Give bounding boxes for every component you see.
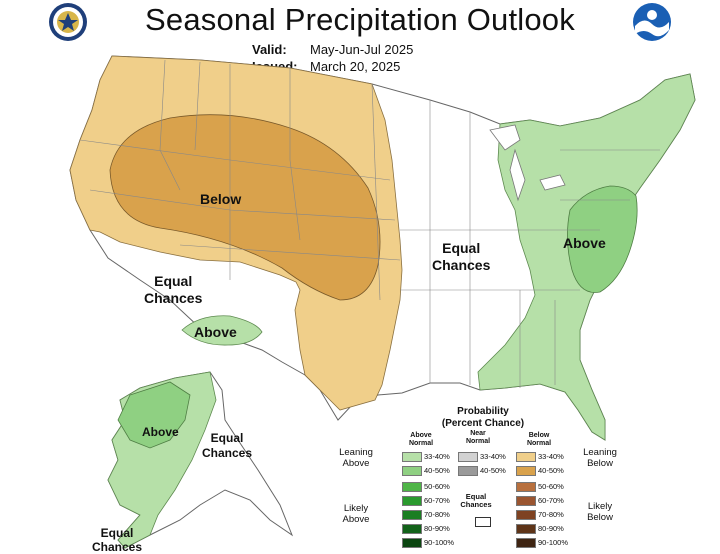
- great-lakes: [489, 124, 566, 202]
- legend-below-label: 60-70%: [538, 496, 564, 505]
- legend-likely-above: Likely Above: [342, 503, 370, 525]
- label-alaska-above: Above: [142, 425, 179, 439]
- valid-value: May-Jun-Jul 2025: [310, 42, 414, 57]
- valid-line: Valid: May-Jun-Jul 2025: [252, 42, 413, 57]
- legend-near-swatch: [458, 452, 478, 462]
- legend-likely-below: Likely Below: [587, 501, 613, 523]
- legend-leaning-above: Leaning Above: [339, 447, 373, 469]
- legend-below-label: 40-50%: [538, 466, 564, 475]
- label-equal-central-line2: Chances: [432, 257, 491, 273]
- legend-near-label: 33-40%: [480, 452, 506, 461]
- issued-value: March 20, 2025: [310, 59, 401, 74]
- legend-below-label: 70-80%: [538, 510, 564, 519]
- legend-below-swatch: [516, 466, 536, 476]
- label-below: Below: [200, 191, 242, 207]
- legend-above-swatch: [402, 496, 422, 506]
- legend-below-label: 90-100%: [538, 538, 569, 547]
- legend-equal-chances-swatch: [475, 517, 491, 527]
- legend-title: Probability (Percent Chance): [416, 406, 550, 430]
- state-lines: [79, 59, 660, 388]
- legend-below-swatch: [516, 452, 536, 462]
- legend-above-label: 90-100%: [424, 538, 455, 547]
- legend-above-swatch: [402, 482, 422, 492]
- legend-above-label: 70-80%: [424, 510, 450, 519]
- legend-below-label: 80-90%: [538, 524, 564, 533]
- label-equal-chances-central: Equal Chances: [432, 240, 490, 274]
- legend-near-swatch: [458, 466, 478, 476]
- label-equal-central-line1: Equal: [442, 240, 481, 256]
- legend-leaning-below: Leaning Below: [583, 447, 617, 469]
- legend-above-label: 60-70%: [424, 496, 450, 505]
- legend-col-above: Above Normal: [408, 432, 434, 447]
- noaa-logo-icon: [633, 3, 671, 41]
- legend-equal-chances: Equal Chances: [460, 492, 492, 509]
- label-equal-sw-line1: Equal: [154, 273, 193, 289]
- page-title: Seasonal Precipitation Outlook: [145, 2, 575, 37]
- alaska-above-40-50: [117, 381, 191, 449]
- legend-above-swatch: [402, 466, 422, 476]
- legend-below-swatch: [516, 496, 536, 506]
- above-40-50-east-region: [567, 185, 638, 293]
- legend-above-swatch: [402, 524, 422, 534]
- label-equal-sw-line2: Chances: [144, 290, 203, 306]
- legend-col-near: Near Normal: [465, 430, 491, 445]
- legend-below-label: 50-60%: [538, 482, 564, 491]
- legend-above-label: 50-60%: [424, 482, 450, 491]
- legend-near-label: 40-50%: [480, 466, 506, 475]
- legend-below-label: 33-40%: [538, 452, 564, 461]
- label-alaska-equal-line2: Chances: [202, 446, 253, 460]
- legend-below-swatch: [516, 524, 536, 534]
- legend-below-swatch: [516, 538, 536, 548]
- legend-above-label: 40-50%: [424, 466, 450, 475]
- legend-below-swatch: [516, 510, 536, 520]
- label-alaska-equal-line1: Equal: [210, 431, 244, 445]
- above-sw-region: [181, 315, 263, 346]
- valid-label: Valid:: [252, 42, 287, 57]
- label-alaska-sw-equal-line2: Chances: [92, 540, 143, 554]
- legend-above-swatch: [402, 538, 422, 548]
- legend-above-swatch: [402, 452, 422, 462]
- label-alaska-equal: Equal Chances: [202, 431, 252, 461]
- legend-above-swatch: [402, 510, 422, 520]
- label-above-east: Above: [563, 235, 606, 251]
- legend-title-line1: Probability: [457, 406, 509, 417]
- label-alaska-sw-equal-line1: Equal: [100, 526, 134, 540]
- legend-title-line2: (Percent Chance): [441, 418, 525, 429]
- label-above-sw: Above: [194, 324, 237, 340]
- legend-above-label: 80-90%: [424, 524, 450, 533]
- legend-below-swatch: [516, 482, 536, 492]
- label-alaska-sw-equal: Equal Chances: [92, 526, 142, 554]
- doc-seal-icon: [49, 3, 87, 41]
- legend-col-below: Below Normal: [526, 432, 552, 447]
- probability-legend: Probability (Percent Chance) Above Norma…: [336, 400, 626, 554]
- label-equal-chances-sw: Equal Chances: [144, 273, 202, 307]
- legend-above-label: 33-40%: [424, 452, 450, 461]
